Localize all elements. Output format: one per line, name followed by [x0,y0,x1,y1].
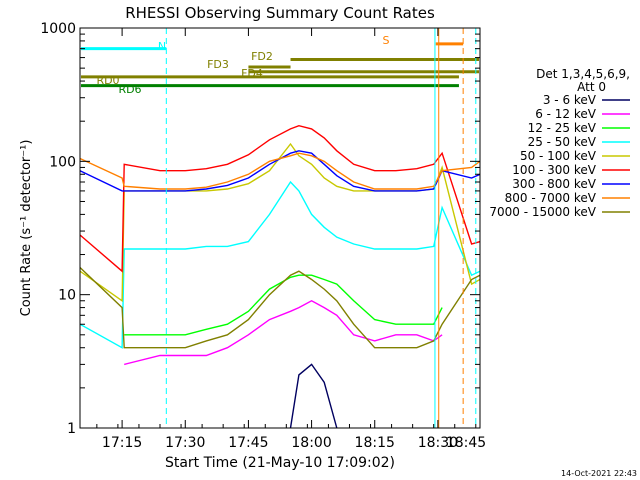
legend-label: 12 - 25 keV [528,121,597,135]
legend-label: 100 - 300 keV [512,163,596,177]
x-tick-label: 17:45 [228,435,268,451]
series-line-8 [80,266,480,349]
segment-label: RD6 [118,83,141,96]
y-tick-label: 1 [67,421,76,437]
series-line-6 [80,150,480,192]
y-tick-label: 100 [49,154,76,170]
x-tick-label: 17:30 [165,435,205,451]
y-tick-label: 10 [58,288,76,304]
legend-label: 25 - 50 keV [528,135,597,149]
series-line-1 [124,300,443,366]
segment-label: FD2 [251,50,273,63]
segment-label: N [158,40,166,53]
series-line-5 [80,124,480,273]
x-tick-label: 18:45 [446,435,486,451]
y-axis-label: Count Rate (s⁻¹ detector⁻¹) [19,140,34,317]
x-tick-label: 18:15 [355,435,395,451]
x-axis-label: Start Time (21-May-10 17:09:02) [165,455,395,471]
series-line-0 [289,363,338,428]
legend-label: 300 - 800 keV [512,177,596,191]
x-tick-label: 18:30 [418,435,458,451]
legend-label: 7000 - 15000 keV [489,205,596,219]
legend-label: 800 - 7000 keV [505,191,597,205]
timestamp: 14-Oct-2021 22:43 [561,469,637,478]
legend-label: 3 - 6 keV [543,93,597,107]
chart-title: RHESSI Observing Summary Count Rates [125,4,435,22]
plot-frame [79,27,481,429]
legend-label: 50 - 100 keV [520,149,597,163]
y-tick-label: 1000 [40,21,76,37]
segment-label: RD0 [96,74,119,87]
series-line-7 [80,152,480,190]
segment-label: FD4 [241,67,263,80]
segment-label: FD3 [207,58,229,71]
x-tick-label: 17:15 [102,435,142,451]
segment-label: S [383,34,390,47]
legend-header-line2: Att 0 [577,80,606,94]
legend-header-line1: Det 1,3,4,5,6,9, [536,67,630,81]
series-line-3 [80,180,480,349]
legend-label: 6 - 12 keV [535,107,597,121]
x-tick-label: 18:00 [291,435,331,451]
series-line-2 [124,274,443,336]
